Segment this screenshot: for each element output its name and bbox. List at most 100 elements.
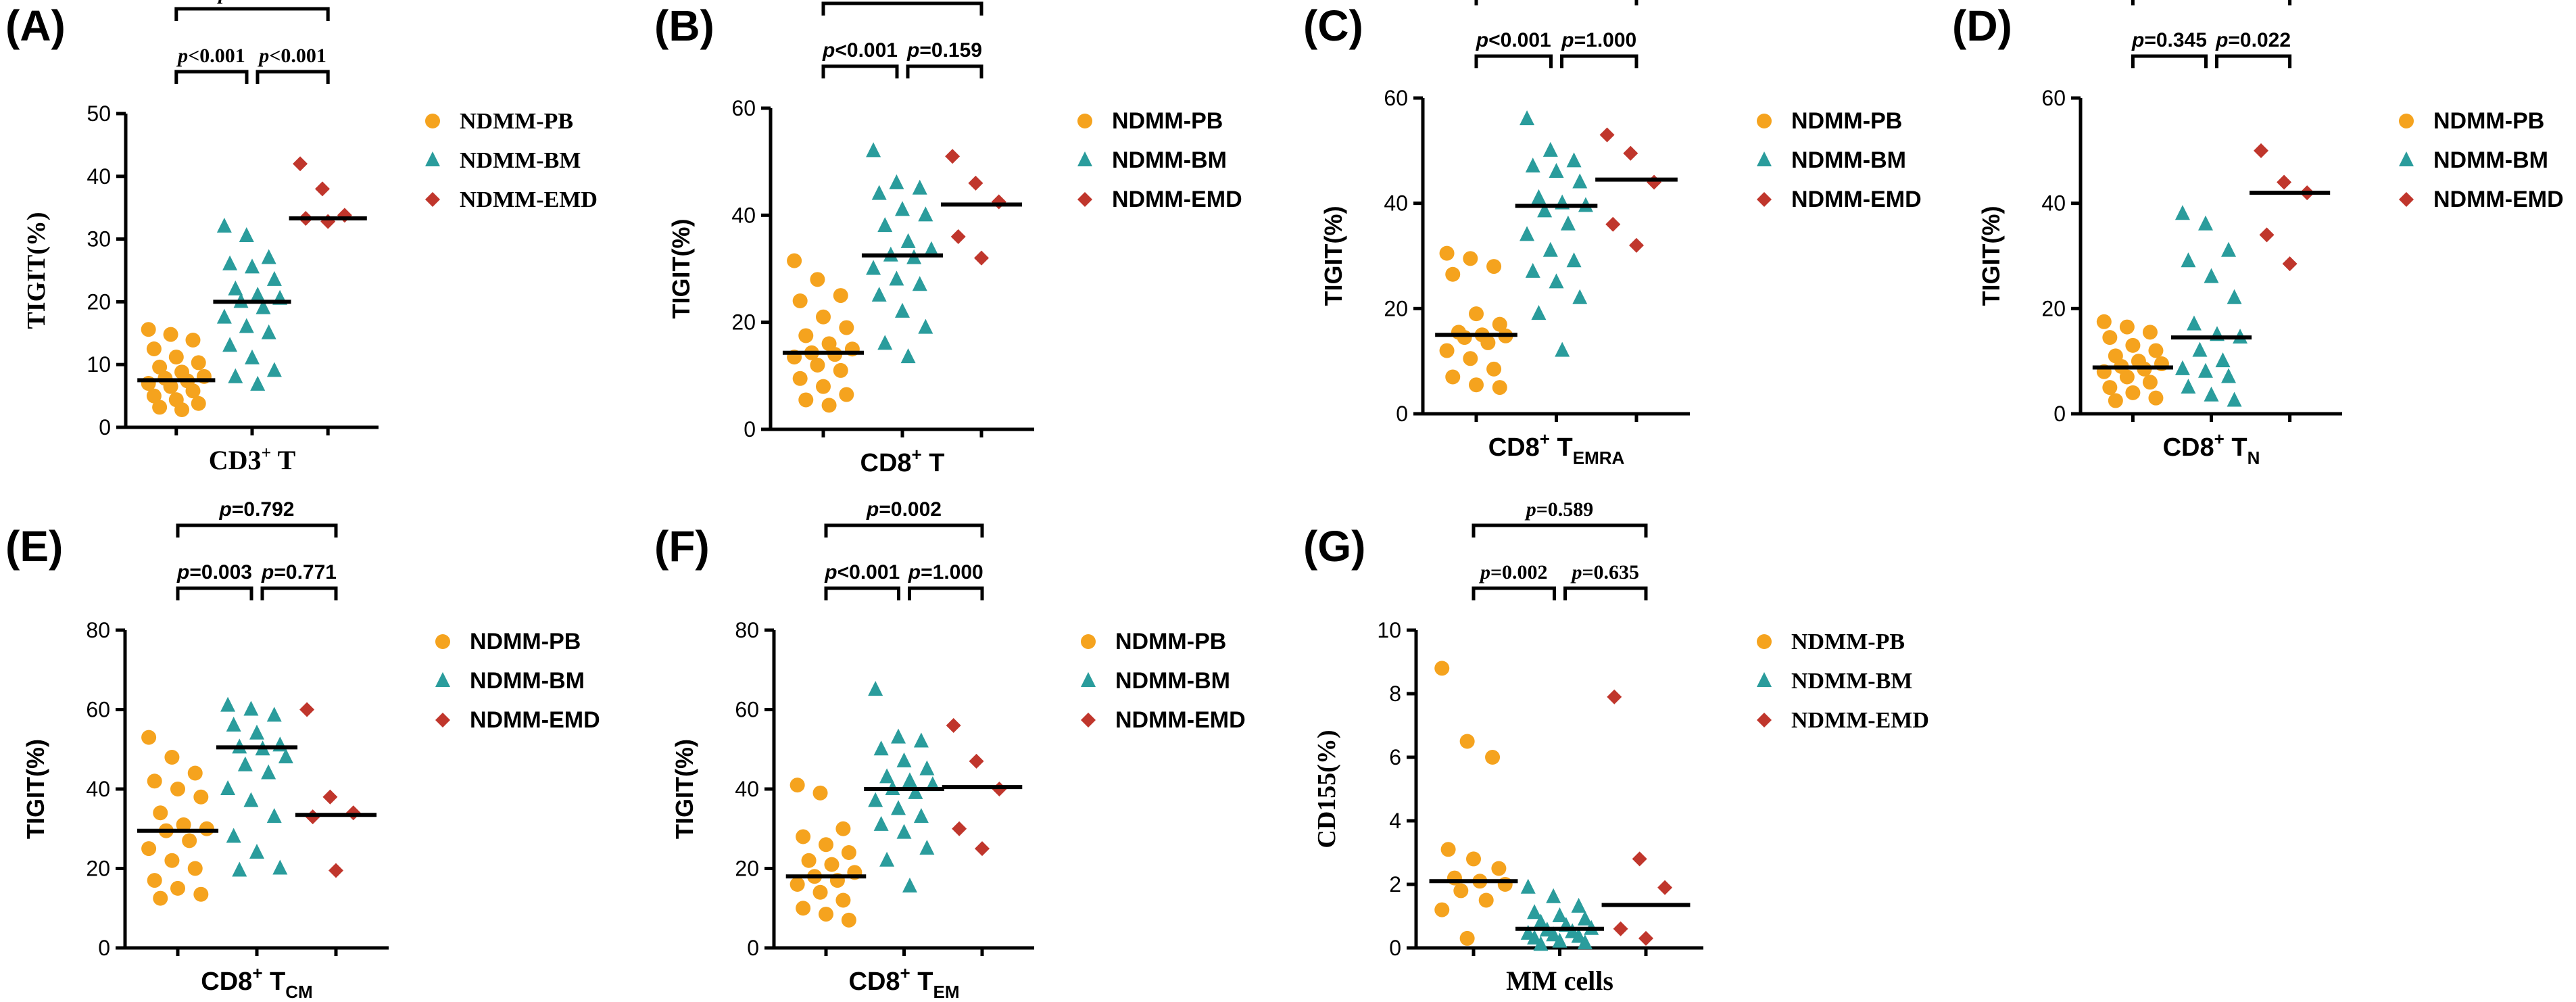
data-point [193,789,209,805]
data-point [868,792,883,807]
legend-label: NDMM-BM [470,668,585,694]
data-point [1486,361,1502,377]
data-point [2215,352,2231,368]
series-ndmm-bm [1515,110,1598,357]
data-point [1531,305,1547,320]
x-axis-label: CD8+ TEMRA [1488,429,1625,468]
data-point [835,892,851,908]
y-tick-label: 50 [87,101,111,126]
series-ndmm-pb [2092,314,2173,408]
data-point [796,901,811,916]
data-point [2259,227,2275,243]
data-point [2102,330,2118,345]
data-point [2282,256,2298,272]
data-point [261,764,276,780]
legend-label: NDMM-EMD [1791,187,1922,212]
x-label-rest: T [263,968,286,996]
data-point [816,379,831,394]
p-value: <0.001 [837,561,900,583]
p-value-label: p=0.022 [2215,29,2291,51]
significance-bracket [1472,523,1648,538]
legend-marker [2399,192,2414,207]
data-point [216,308,232,324]
x-label-base: CD8 [1488,433,1540,462]
legend-marker [1757,114,1772,128]
x-label-sup: + [900,963,910,983]
y-tick-label: 60 [735,698,759,722]
legend-marker [1757,192,1772,207]
legend: NDMM-PB NDMM-BM NDMM-EMD [2399,108,2564,212]
legend-marker [2399,151,2414,166]
data-point [873,740,889,756]
x-axis-label: MM cells [1506,965,1613,996]
y-tick-label: 0 [1389,936,1401,960]
data-point [1546,888,1561,903]
x-axis-label: CD8+ T [860,444,945,477]
y-tick-label: 10 [1377,618,1401,642]
y-tick-label: 0 [98,936,110,960]
series-ndmm-emd [1595,127,1678,253]
data-point [147,773,162,789]
y-tick-label: 10 [87,352,111,377]
data-point [918,318,933,334]
data-point [182,833,197,849]
data-point [889,270,904,286]
data-point [891,800,906,815]
data-point [1525,158,1540,173]
y-tick-label: 4 [1389,809,1401,833]
data-point [249,724,264,740]
data-point [1607,689,1622,705]
data-point [918,206,933,222]
p-value: =0.002 [1490,561,1548,583]
legend-label: NDMM-BM [460,148,581,173]
data-point [170,880,185,896]
data-point [1439,245,1455,261]
p-value-label: p=1.000 [908,561,983,583]
data-point [222,255,238,270]
significance-bracket [174,70,249,84]
data-point [1440,842,1456,857]
data-point [1492,316,1507,332]
p-symbol: p [822,39,835,62]
x-label-sub: CM [285,982,312,1002]
data-point [945,149,961,164]
p-value-label: p<0.001 [822,39,898,62]
legend-marker [435,634,450,649]
data-point [1566,152,1582,168]
data-point [866,260,881,275]
data-point [1480,335,1496,350]
data-point [1492,380,1507,396]
p-value: =0.771 [274,561,337,583]
data-point [226,828,241,843]
y-tick-label: 80 [735,618,759,642]
y-tick-label: 40 [2041,191,2066,216]
series-ndmm-emd [1601,689,1691,946]
x-label-rest: T [2225,433,2247,462]
y-tick-label: 20 [86,857,110,881]
significance-bracket [1474,0,1638,5]
p-value: <0.001 [835,39,898,62]
y-axis-label: CD155(%) [1313,730,1341,848]
data-point [2096,314,2112,329]
data-point [164,750,180,765]
data-point [1572,289,1588,304]
data-point [1478,892,1494,908]
p-symbol: p [1478,561,1490,583]
data-point [877,217,893,233]
p-symbol: p [1524,498,1536,521]
data-point [191,396,206,411]
p-symbol: p [261,561,274,583]
x-label-rest: T [910,968,933,996]
data-point [245,258,260,274]
data-point [819,907,833,922]
data-point [923,241,939,256]
data-point [266,362,282,377]
data-point [2148,343,2164,358]
y-tick-label: 0 [747,936,759,960]
p-value-label: p<0.001 [216,0,286,4]
y-tick-label: 60 [2041,86,2066,110]
data-point [2108,393,2123,408]
series-ndmm-pb [1429,661,1518,946]
panel-label: (E) [5,522,63,571]
